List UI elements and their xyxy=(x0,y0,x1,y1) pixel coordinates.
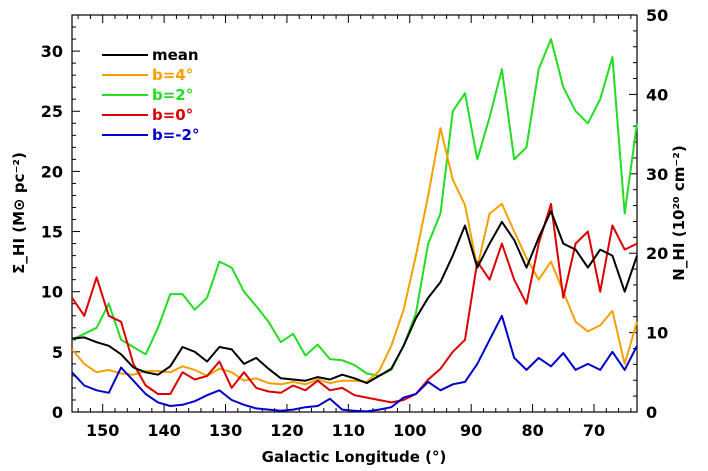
x-tick-label: 120 xyxy=(270,421,303,440)
y-axis-left: 0 5 10 15 20 25 30 xyxy=(41,14,80,422)
series-lines xyxy=(71,38,638,413)
y-tick-label: 30 xyxy=(41,42,63,61)
x-tick-label: 80 xyxy=(521,421,543,440)
series-line-b=2° xyxy=(71,38,638,377)
plot-frame xyxy=(71,14,638,413)
x-tick-label: 90 xyxy=(460,421,482,440)
x-axis-label: Galactic Longitude (°) xyxy=(262,448,447,466)
y2-tick-label: 40 xyxy=(646,85,668,104)
legend-label: b=0° xyxy=(152,106,193,124)
y-tick-label: 20 xyxy=(41,162,63,181)
y-tick-label: 5 xyxy=(52,343,63,362)
y-tick-label: 25 xyxy=(41,102,63,121)
legend-label: b=-2° xyxy=(152,126,199,144)
legend-label: b=4° xyxy=(152,66,193,84)
y-tick-label: 15 xyxy=(41,223,63,242)
x-tick-label: 150 xyxy=(86,421,119,440)
series-line-b=-2° xyxy=(71,314,638,413)
x-tick-label: 140 xyxy=(147,421,180,440)
y2-tick-label: 10 xyxy=(646,324,668,343)
series-line-b=0° xyxy=(71,202,638,404)
y2-tick-label: 20 xyxy=(646,244,668,263)
y2-axis-label: N_HI (10²⁰ cm⁻²) xyxy=(670,145,688,280)
legend: mean b=4° b=2° b=0° b=-2° xyxy=(102,46,199,144)
y-tick-label: 10 xyxy=(41,283,63,302)
y-tick-label: 0 xyxy=(52,403,63,422)
series-line-b=4° xyxy=(71,127,638,386)
x-tick-label: 110 xyxy=(332,421,365,440)
legend-label: b=2° xyxy=(152,86,193,104)
x-axis: 150 140 130 120 110 100 90 80 70 xyxy=(77,15,632,440)
legend-label: mean xyxy=(152,46,199,64)
y2-tick-label: 30 xyxy=(646,165,668,184)
x-tick-label: 130 xyxy=(209,421,242,440)
y2-tick-label: 50 xyxy=(646,6,668,25)
y2-tick-label: 0 xyxy=(646,403,657,422)
y-axis-label: Σ_HI (M⊙ pc⁻²) xyxy=(10,152,28,274)
x-tick-label: 70 xyxy=(583,421,605,440)
x-tick-label: 100 xyxy=(393,421,426,440)
y-axis-right: 0 10 20 30 40 50 xyxy=(629,6,668,422)
series-line-mean xyxy=(71,210,638,385)
